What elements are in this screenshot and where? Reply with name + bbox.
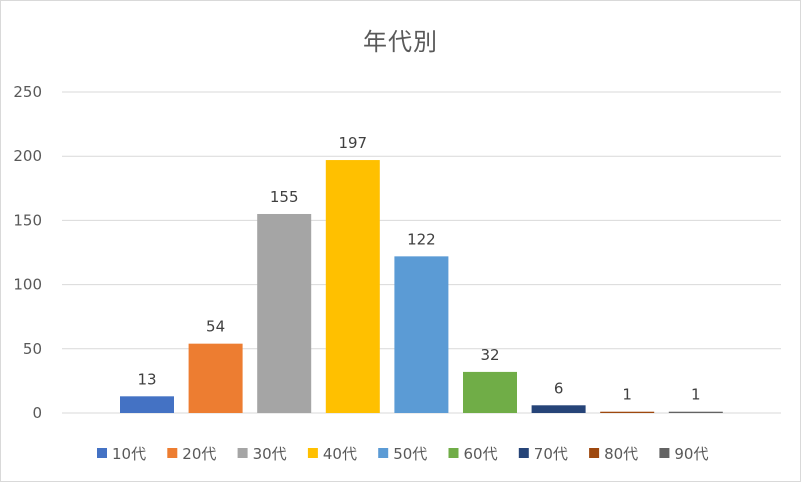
data-label: 32 — [480, 346, 499, 364]
chart-title: 年代別 — [363, 28, 438, 56]
bar — [257, 213, 312, 413]
bar — [120, 396, 174, 413]
legend-label: 60代 — [464, 445, 498, 463]
y-tick-label: 150 — [13, 211, 42, 229]
data-label: 155 — [270, 188, 299, 206]
legend-label: 50代 — [393, 445, 427, 463]
bar — [188, 343, 243, 413]
legend-swatch — [237, 448, 248, 458]
data-label: 54 — [206, 318, 225, 336]
y-tick-label: 100 — [13, 276, 42, 294]
legend-swatch — [448, 448, 459, 458]
data-label: 13 — [137, 370, 156, 388]
legend-swatch — [307, 448, 318, 458]
data-label: 122 — [407, 230, 436, 248]
legend-label: 30代 — [253, 445, 287, 463]
bar — [394, 256, 449, 413]
y-tick-label: 0 — [32, 404, 42, 422]
bar — [600, 411, 655, 413]
y-tick-label: 250 — [13, 83, 42, 101]
legend-swatch — [518, 448, 529, 458]
legend-swatch — [378, 448, 389, 458]
bar — [531, 405, 586, 413]
bar — [325, 160, 380, 413]
data-label: 6 — [554, 379, 564, 397]
legend-label: 20代 — [182, 445, 216, 463]
data-label: 1 — [622, 386, 632, 404]
y-tick-label: 50 — [23, 340, 42, 358]
legend-label: 90代 — [674, 445, 708, 463]
bar — [463, 371, 517, 413]
data-label: 197 — [338, 134, 367, 152]
legend-swatch — [97, 448, 107, 458]
bar — [668, 411, 723, 413]
legend-label: 40代 — [323, 445, 357, 463]
legend-swatch — [659, 448, 670, 458]
legend-swatch — [167, 448, 178, 458]
legend-label: 70代 — [534, 445, 568, 463]
legend-label: 80代 — [604, 445, 638, 463]
legend-label: 10代 — [112, 445, 146, 463]
y-tick-label: 200 — [13, 147, 42, 165]
data-label: 1 — [691, 386, 701, 404]
legend-swatch — [589, 448, 600, 458]
